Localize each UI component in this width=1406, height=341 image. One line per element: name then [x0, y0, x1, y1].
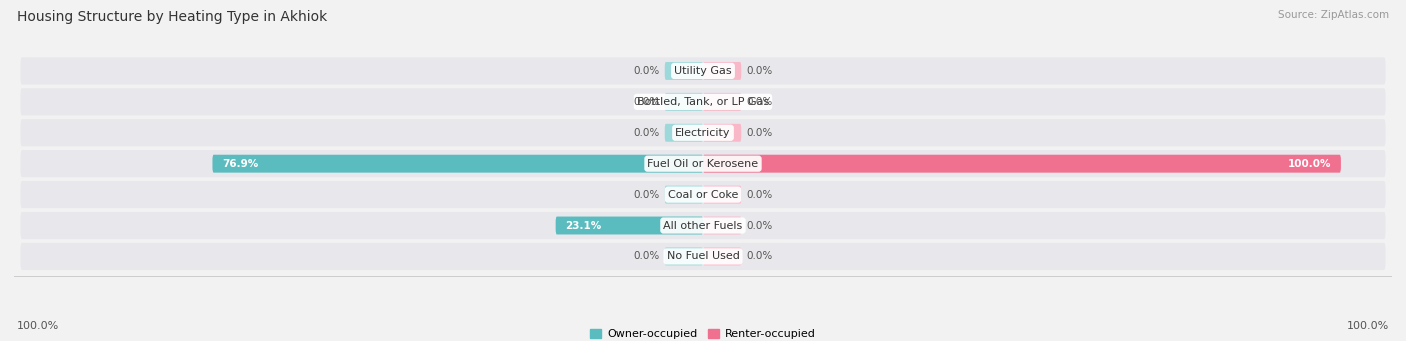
Text: Coal or Coke: Coal or Coke	[668, 190, 738, 199]
Text: 0.0%: 0.0%	[747, 66, 773, 76]
Text: Utility Gas: Utility Gas	[675, 66, 731, 76]
Text: Electricity: Electricity	[675, 128, 731, 138]
FancyBboxPatch shape	[21, 57, 1385, 85]
Text: 0.0%: 0.0%	[633, 66, 659, 76]
Text: 100.0%: 100.0%	[1288, 159, 1331, 169]
FancyBboxPatch shape	[665, 93, 703, 111]
FancyBboxPatch shape	[21, 119, 1385, 146]
FancyBboxPatch shape	[212, 155, 703, 173]
Text: 100.0%: 100.0%	[1347, 321, 1389, 331]
FancyBboxPatch shape	[703, 93, 741, 111]
Text: 23.1%: 23.1%	[565, 221, 602, 231]
Text: All other Fuels: All other Fuels	[664, 221, 742, 231]
Text: 0.0%: 0.0%	[633, 251, 659, 262]
FancyBboxPatch shape	[555, 217, 703, 235]
FancyBboxPatch shape	[21, 150, 1385, 177]
Text: 76.9%: 76.9%	[222, 159, 259, 169]
Text: 100.0%: 100.0%	[17, 321, 59, 331]
Text: Bottled, Tank, or LP Gas: Bottled, Tank, or LP Gas	[637, 97, 769, 107]
FancyBboxPatch shape	[21, 88, 1385, 116]
FancyBboxPatch shape	[703, 124, 741, 142]
Text: Housing Structure by Heating Type in Akhiok: Housing Structure by Heating Type in Akh…	[17, 10, 328, 24]
FancyBboxPatch shape	[665, 248, 703, 265]
Legend: Owner-occupied, Renter-occupied: Owner-occupied, Renter-occupied	[586, 324, 820, 341]
Text: 0.0%: 0.0%	[747, 97, 773, 107]
FancyBboxPatch shape	[665, 62, 703, 80]
Text: 0.0%: 0.0%	[633, 128, 659, 138]
Text: 0.0%: 0.0%	[747, 190, 773, 199]
FancyBboxPatch shape	[703, 62, 741, 80]
Text: Source: ZipAtlas.com: Source: ZipAtlas.com	[1278, 10, 1389, 20]
Text: 0.0%: 0.0%	[747, 128, 773, 138]
Text: No Fuel Used: No Fuel Used	[666, 251, 740, 262]
Text: 0.0%: 0.0%	[747, 221, 773, 231]
FancyBboxPatch shape	[665, 186, 703, 204]
Text: 0.0%: 0.0%	[747, 251, 773, 262]
FancyBboxPatch shape	[703, 248, 741, 265]
Text: Fuel Oil or Kerosene: Fuel Oil or Kerosene	[647, 159, 759, 169]
FancyBboxPatch shape	[703, 186, 741, 204]
Text: 0.0%: 0.0%	[633, 190, 659, 199]
FancyBboxPatch shape	[21, 181, 1385, 208]
FancyBboxPatch shape	[703, 155, 1341, 173]
FancyBboxPatch shape	[703, 217, 741, 235]
FancyBboxPatch shape	[21, 243, 1385, 270]
FancyBboxPatch shape	[21, 212, 1385, 239]
FancyBboxPatch shape	[665, 124, 703, 142]
Text: 0.0%: 0.0%	[633, 97, 659, 107]
